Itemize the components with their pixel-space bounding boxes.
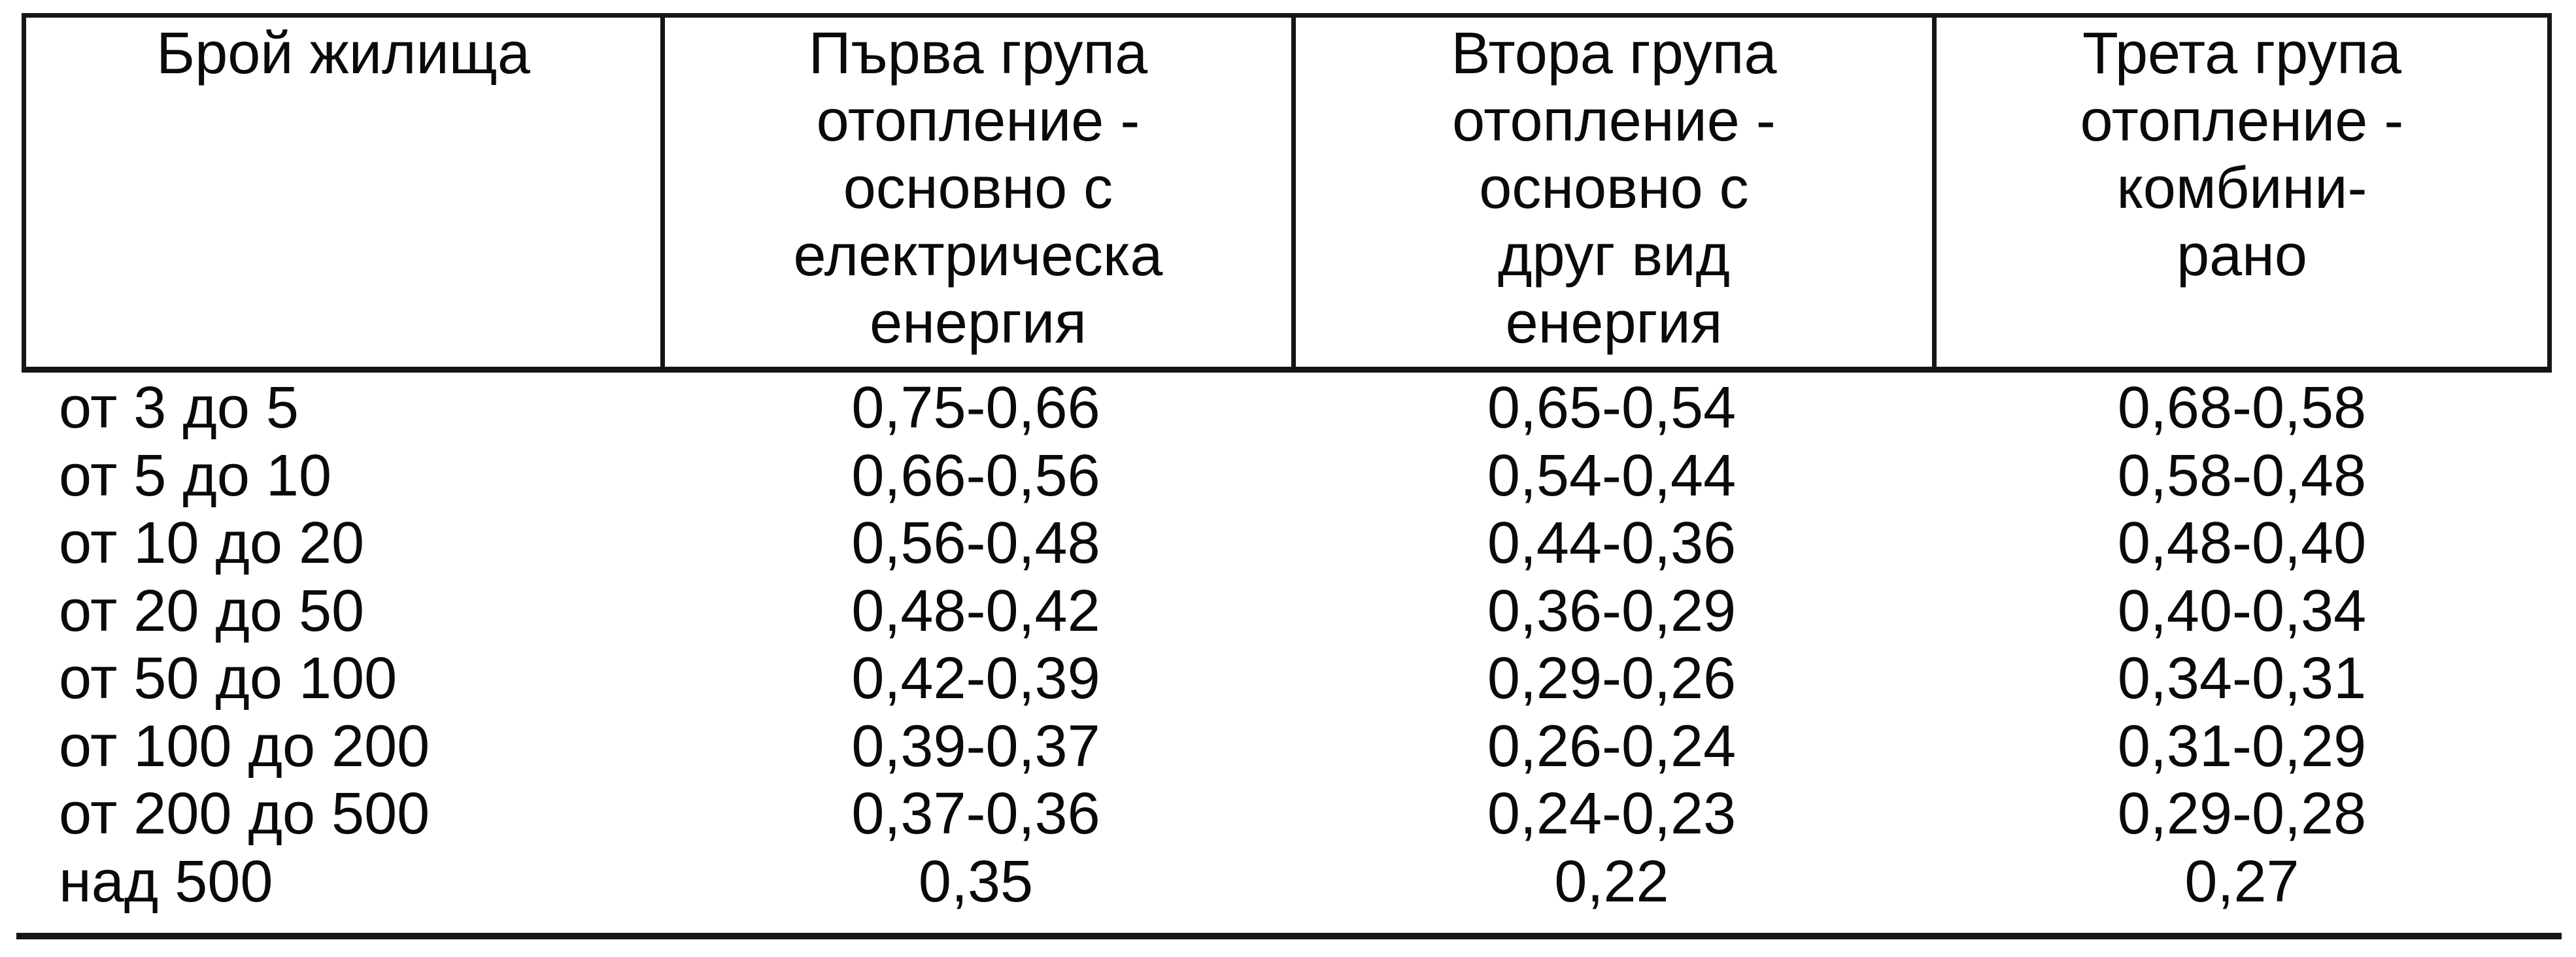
cell-group3: 0,34-0,31 [2117, 646, 2367, 711]
cell-group1: 0,75-0,66 [851, 375, 1100, 441]
cell-dwellings: от 200 до 500 [59, 781, 430, 847]
header-cell-group1: Първа група отопление - основно с електр… [665, 18, 1296, 367]
cell-group1: 0,66-0,56 [851, 443, 1100, 509]
cell-group1: 0,35 [918, 848, 1034, 915]
cell-group3: 0,27 [2184, 848, 2299, 915]
cell-group2: 0,24-0,23 [1487, 781, 1737, 847]
cell-group3: 0,31-0,29 [2117, 713, 2367, 779]
cell-group2: 0,29-0,26 [1487, 646, 1737, 711]
cell-group1: 0,37-0,36 [851, 781, 1100, 847]
cell-group3: 0,68-0,58 [2117, 375, 2367, 441]
header-cell-dwellings: Брой жилища [26, 18, 665, 367]
cell-dwellings: от 100 до 200 [59, 713, 430, 779]
cell-dwellings: от 50 до 100 [59, 646, 398, 711]
cell-group3: 0,48-0,40 [2117, 511, 2367, 576]
cell-group1: 0,42-0,39 [851, 646, 1100, 711]
header-cell-group3: Трета група отопление - комбини- рано [2080, 21, 2404, 288]
cell-group2: 0,54-0,44 [1487, 443, 1737, 509]
cell-group2: 0,22 [1554, 848, 1669, 915]
table-body: от 3 до 5 0,75-0,66 0,65-0,54 0,68-0,58 … [22, 375, 2552, 916]
cell-group3: 0,58-0,48 [2117, 443, 2367, 509]
cell-dwellings: от 3 до 5 [59, 375, 299, 441]
table-bottom-rule [16, 933, 2562, 939]
cell-group2: 0,26-0,24 [1487, 713, 1737, 779]
cell-group3: 0,29-0,28 [2117, 781, 2367, 847]
cell-dwellings: над 500 [59, 848, 273, 915]
cell-dwellings: от 5 до 10 [59, 443, 332, 509]
cell-dwellings: от 20 до 50 [59, 578, 365, 644]
cell-dwellings: от 10 до 20 [59, 511, 365, 576]
table-header-row: Брой жилища Първа група отопление - осно… [22, 13, 2552, 373]
cell-group3: 0,40-0,34 [2117, 578, 2367, 644]
cell-group2: 0,44-0,36 [1487, 511, 1737, 576]
cell-group2: 0,36-0,29 [1487, 578, 1737, 644]
cell-group1: 0,39-0,37 [851, 713, 1100, 779]
cell-group1: 0,56-0,48 [851, 511, 1100, 576]
cell-group1: 0,48-0,42 [851, 578, 1100, 644]
cell-group2: 0,65-0,54 [1487, 375, 1737, 441]
header-cell-group2: Втора група отопление - основно с друг в… [1296, 18, 1937, 367]
